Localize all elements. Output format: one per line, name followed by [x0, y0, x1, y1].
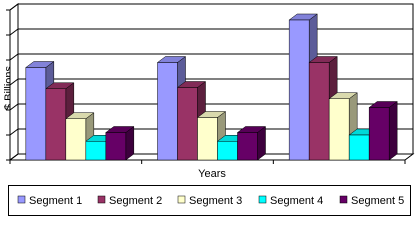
- grid-line-side: [9, 3, 19, 11]
- legend-swatch: [339, 195, 348, 204]
- grid-line-side: [9, 153, 19, 161]
- legend-label: Segment 1: [29, 195, 82, 207]
- legend-swatch: [258, 195, 267, 204]
- page: {"chart_data": {"type": "bar3d", "y_labe…: [3, 3, 415, 216]
- legend-label: Segment 2: [109, 195, 162, 207]
- bar: [177, 87, 198, 161]
- bar: [45, 88, 67, 161]
- grid-line-side: [9, 78, 19, 86]
- bar: [308, 62, 330, 161]
- bar: [197, 117, 218, 161]
- bar: [157, 62, 178, 161]
- legend-swatch: [17, 195, 26, 204]
- bar: [368, 107, 390, 161]
- grid-line-side: [9, 53, 19, 61]
- grid-line-side: [9, 103, 19, 111]
- bar: [217, 141, 238, 161]
- x-axis-label: Years: [198, 168, 226, 180]
- legend-swatch: [97, 195, 106, 204]
- bar: [105, 132, 127, 161]
- bar: [288, 19, 310, 161]
- legend-label: Segment 5: [351, 195, 404, 207]
- grid-line-side: [9, 28, 19, 36]
- bar: [348, 134, 370, 161]
- grid-line-side: [9, 128, 19, 136]
- bar: [85, 141, 107, 161]
- bar: [25, 67, 47, 161]
- legend-label: Segment 3: [189, 195, 242, 207]
- legend-swatch: [177, 195, 186, 204]
- bar: [328, 98, 350, 161]
- chart: $ Billions Years Segment 1 Segment 2 Segme…: [3, 3, 415, 216]
- bar-side: [388, 101, 398, 161]
- bar: [65, 118, 87, 161]
- legend-label: Segment 4: [270, 195, 323, 207]
- bar: [237, 132, 258, 161]
